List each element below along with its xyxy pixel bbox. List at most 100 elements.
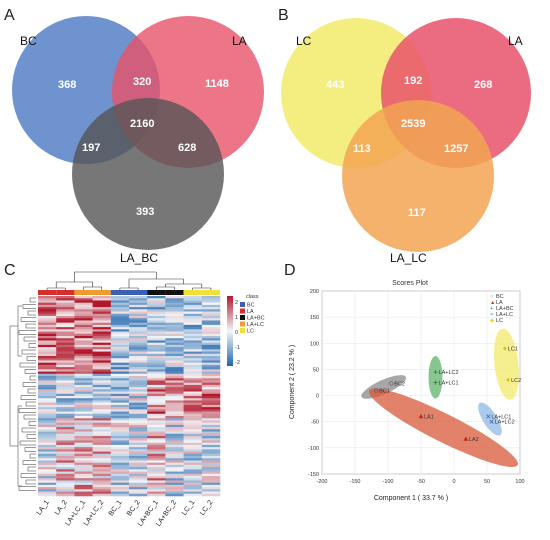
heatmap-cell bbox=[165, 393, 184, 397]
heatmap-cell bbox=[201, 373, 221, 377]
heatmap-cell bbox=[38, 476, 57, 479]
heatmap-cell bbox=[201, 296, 221, 299]
heatmap-cell bbox=[201, 336, 221, 339]
heatmap-cell bbox=[201, 313, 221, 317]
heatmap-cell bbox=[165, 411, 184, 415]
heatmap-cell bbox=[110, 353, 130, 357]
dendrogram-branch bbox=[22, 304, 36, 309]
legend-swatch-la bbox=[240, 308, 245, 314]
heatmap-cell bbox=[201, 364, 221, 368]
heatmap-cell bbox=[165, 380, 184, 383]
heatmap-cell bbox=[92, 489, 112, 492]
point-la-lc1 bbox=[433, 380, 438, 385]
heatmap-cell bbox=[129, 427, 148, 430]
heatmap-cell bbox=[56, 384, 75, 388]
heatmap-cell bbox=[92, 487, 112, 490]
heatmap-cell bbox=[74, 342, 93, 346]
heatmap-cell bbox=[110, 487, 130, 490]
heatmap-cell bbox=[183, 449, 203, 452]
heatmap-cell bbox=[147, 429, 166, 432]
heatmap-cell bbox=[38, 418, 57, 421]
heatmap-cell bbox=[201, 467, 221, 470]
heatmap-cell bbox=[92, 442, 112, 446]
heatmap-cell bbox=[74, 422, 93, 426]
heatmap-cell bbox=[147, 440, 166, 443]
venn-a-count-only-2: 1148 bbox=[205, 78, 229, 90]
heatmap-cell bbox=[201, 449, 221, 452]
dendrogram-branch bbox=[21, 427, 36, 433]
heatmap-cell bbox=[110, 422, 130, 426]
heatmap-cell bbox=[74, 456, 93, 459]
heatmap-cell bbox=[110, 436, 130, 439]
heatmap-cell bbox=[147, 458, 166, 461]
heatmap-cell bbox=[165, 460, 184, 463]
heatmap-cell bbox=[183, 444, 203, 448]
heatmap-cell bbox=[183, 373, 203, 377]
heatmap-cell bbox=[56, 316, 75, 319]
heatmap-cell bbox=[165, 464, 184, 468]
heatmap-cell bbox=[92, 344, 112, 348]
heatmap-cell bbox=[74, 402, 93, 406]
heatmap-cell bbox=[165, 456, 184, 459]
heatmap-cell bbox=[201, 400, 221, 403]
heatmap-cell bbox=[56, 347, 75, 350]
heatmap-cell bbox=[147, 480, 166, 483]
heatmap-cell bbox=[56, 360, 75, 363]
heatmap-cell bbox=[38, 427, 57, 430]
heatmap-cell bbox=[110, 382, 130, 386]
heatmap-cell bbox=[201, 376, 221, 379]
heatmap-cell bbox=[110, 444, 130, 448]
heatmap-legend-title: class bbox=[246, 294, 259, 300]
heatmap-cell bbox=[129, 467, 148, 470]
heatmap-cell bbox=[165, 302, 184, 306]
heatmap-cell bbox=[183, 409, 203, 412]
heatmap-cell bbox=[74, 338, 93, 341]
heatmap-cell bbox=[183, 487, 203, 490]
heatmap-cell bbox=[56, 353, 75, 357]
heatmap-cell bbox=[183, 302, 203, 306]
heatmap-cell bbox=[165, 389, 184, 392]
heatmap-cell bbox=[110, 413, 130, 417]
heatmap-cell bbox=[56, 376, 75, 379]
heatmap-cell bbox=[38, 453, 57, 457]
ellipse-la-lc bbox=[478, 402, 502, 436]
heatmap-cell bbox=[165, 433, 184, 437]
heatmap-cell bbox=[110, 453, 130, 457]
heatmap-cell bbox=[38, 493, 57, 497]
heatmap-cell bbox=[110, 333, 130, 337]
heatmap-cell bbox=[165, 413, 184, 417]
heatmap-cell bbox=[129, 302, 148, 306]
heatmap-cell bbox=[74, 458, 93, 461]
heatmap-cell bbox=[92, 389, 112, 392]
heatmap-cell bbox=[201, 307, 221, 310]
heatmap-cell bbox=[38, 407, 57, 410]
heatmap-cell bbox=[74, 451, 93, 455]
heatmap-cell bbox=[147, 376, 166, 379]
heatmap-cell bbox=[201, 331, 221, 335]
heatmap-column-dendrogram bbox=[46, 271, 212, 290]
heatmap-cell bbox=[201, 338, 221, 341]
heatmap-cell bbox=[38, 396, 57, 399]
heatmap-cell bbox=[74, 493, 93, 497]
x-tick-label: 50 bbox=[484, 479, 490, 485]
heatmap-cell bbox=[183, 324, 203, 328]
heatmap-cell bbox=[129, 307, 148, 310]
heatmap-cell bbox=[38, 422, 57, 426]
point-label: LC2 bbox=[511, 378, 521, 384]
heatmap-cell bbox=[56, 436, 75, 439]
heatmap-cell bbox=[56, 313, 75, 317]
heatmap-cell bbox=[147, 489, 166, 492]
heatmap-cell bbox=[129, 476, 148, 479]
heatmap-cell bbox=[74, 464, 93, 468]
heatmap-cell bbox=[129, 453, 148, 457]
heatmap-cell bbox=[147, 336, 166, 339]
venn-b-count-only-3: 117 bbox=[408, 207, 426, 219]
heatmap-cell bbox=[183, 413, 203, 417]
heatmap-cell bbox=[165, 351, 184, 355]
heatmap-cell bbox=[92, 349, 112, 352]
heatmap-cell bbox=[147, 400, 166, 403]
heatmap-cell bbox=[165, 342, 184, 346]
heatmap-cell bbox=[38, 491, 57, 495]
venn-b-count-12: 192 bbox=[404, 75, 422, 87]
plot-legend: ○ BC▲ LA+ LA+BC× LA+LC◆ LC bbox=[490, 294, 514, 324]
